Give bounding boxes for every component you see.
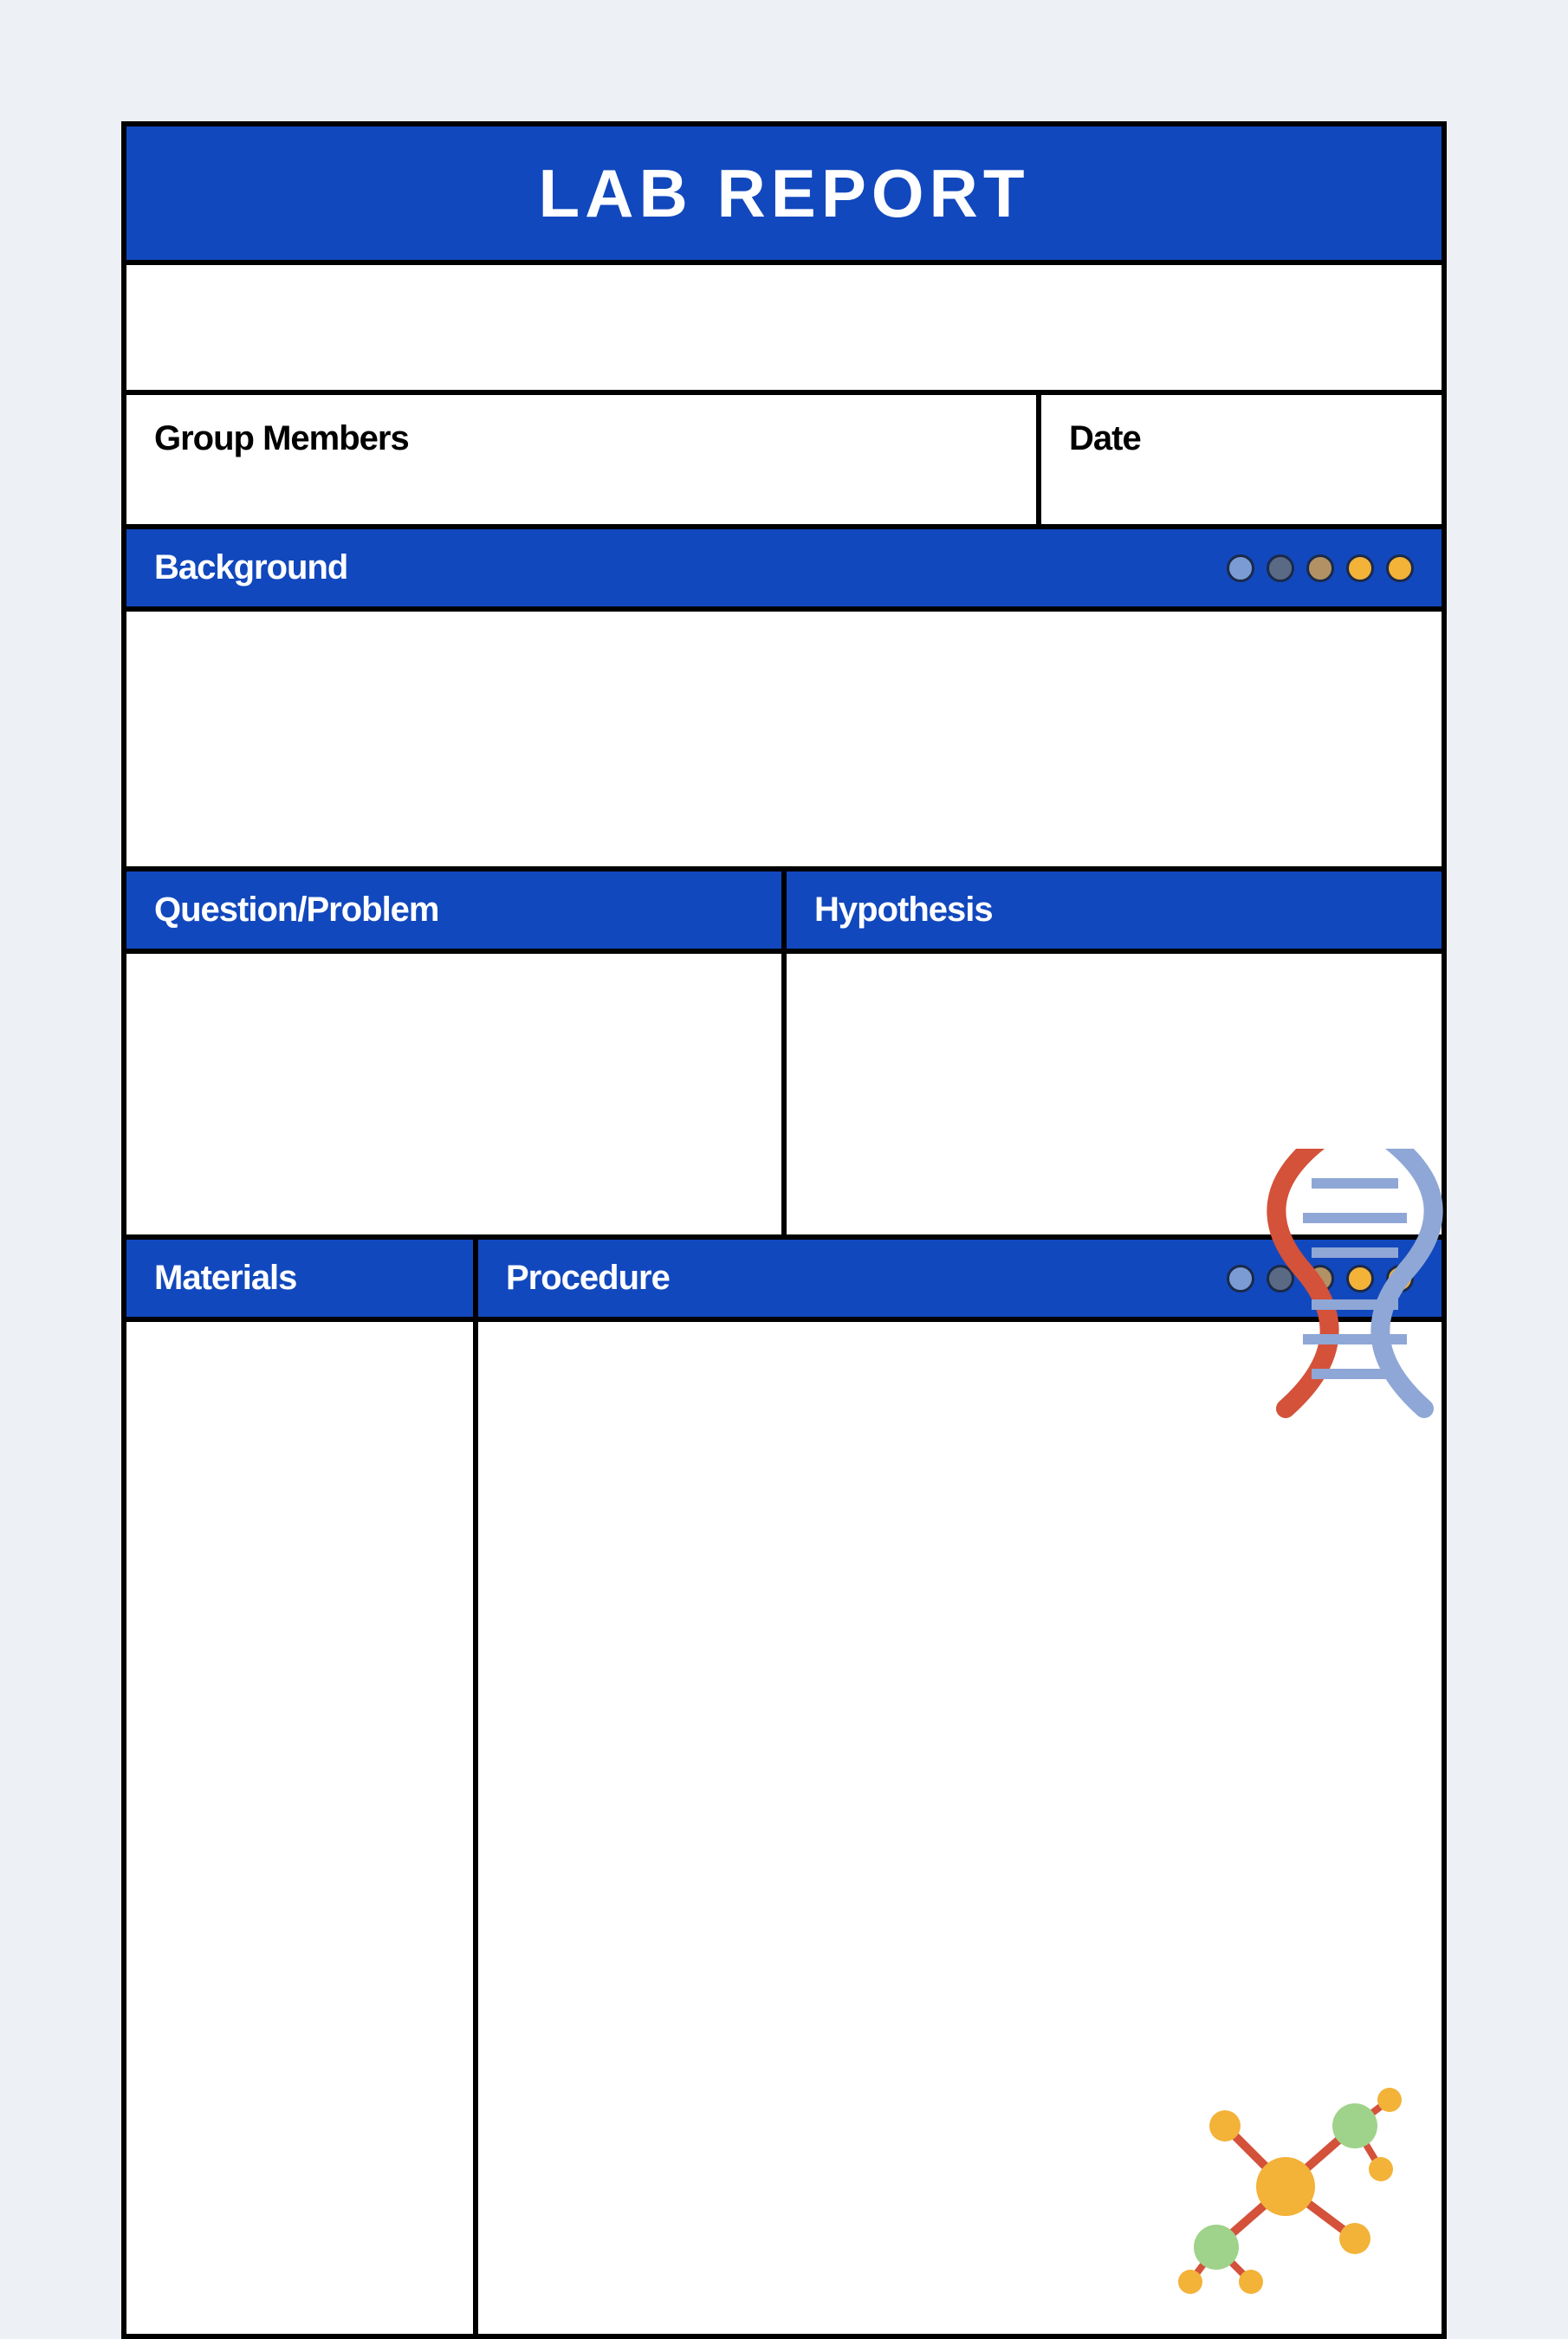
background-label: Background: [154, 548, 347, 587]
hypothesis-field[interactable]: [781, 954, 1442, 1234]
materials-field[interactable]: [126, 1322, 473, 2334]
question-hypothesis-fields: [126, 954, 1442, 1240]
dot-icon: [1267, 554, 1294, 582]
procedure-label: Procedure: [473, 1240, 1442, 1317]
dot-icon: [1306, 554, 1334, 582]
materials-procedure-header: Materials Procedure: [126, 1240, 1442, 1322]
decor-dots: [1227, 1265, 1414, 1293]
dot-icon: [1346, 1265, 1374, 1293]
background-header: Background: [126, 529, 1442, 612]
question-problem-field[interactable]: [126, 954, 781, 1234]
group-members-cell[interactable]: Group Members: [126, 395, 1036, 529]
decor-dots: [1227, 554, 1414, 582]
dot-icon: [1386, 1265, 1414, 1293]
materials-procedure-fields: [126, 1322, 1442, 2334]
name-blank-row[interactable]: [126, 265, 1442, 395]
dot-icon: [1386, 554, 1414, 582]
page-title: LAB REPORT: [539, 154, 1030, 233]
background-field[interactable]: [126, 612, 1442, 871]
dot-icon: [1267, 1265, 1294, 1293]
question-problem-label: Question/Problem: [126, 871, 781, 949]
date-cell[interactable]: Date: [1036, 395, 1442, 529]
dot-icon: [1346, 554, 1374, 582]
date-label: Date: [1041, 395, 1442, 483]
title-bar: LAB REPORT: [126, 126, 1442, 265]
dot-icon: [1306, 1265, 1334, 1293]
materials-label: Materials: [126, 1240, 473, 1317]
lab-report-sheet: LAB REPORT Group Members Date Background…: [121, 121, 1447, 2339]
question-hypothesis-header: Question/Problem Hypothesis: [126, 871, 1442, 954]
members-date-row: Group Members Date: [126, 395, 1442, 529]
group-members-label: Group Members: [126, 395, 1036, 483]
hypothesis-label: Hypothesis: [781, 871, 1442, 949]
dot-icon: [1227, 554, 1254, 582]
dot-icon: [1227, 1265, 1254, 1293]
procedure-field[interactable]: [473, 1322, 1442, 2334]
molecule-icon: [1164, 2074, 1407, 2299]
